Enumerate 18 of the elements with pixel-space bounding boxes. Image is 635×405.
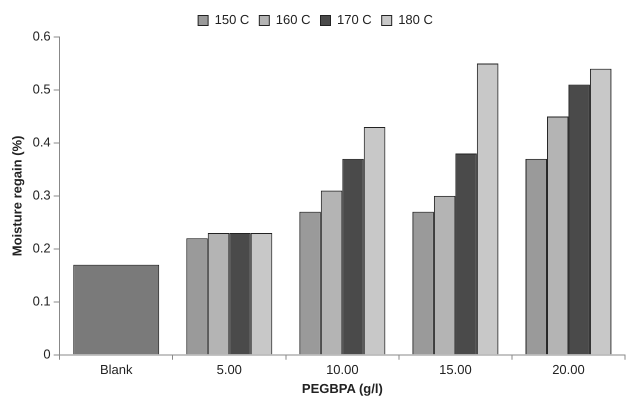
y-tick-label: 0.4 bbox=[32, 134, 51, 150]
y-axis-title: Moisture regain (%) bbox=[9, 136, 24, 256]
legend-label: 150 C bbox=[214, 12, 250, 28]
y-tick-label: 0.2 bbox=[32, 240, 51, 256]
y-tick-label: 0.5 bbox=[32, 82, 51, 97]
x-axis-title: PEGBPA (g/l) bbox=[302, 380, 383, 396]
legend-label: 160 C bbox=[276, 12, 311, 28]
x-tick-label: 20.00 bbox=[552, 362, 585, 378]
y-tick-label: 0.3 bbox=[32, 187, 51, 202]
y-tick-label: 0.6 bbox=[32, 28, 51, 44]
x-tick-label: 15.00 bbox=[439, 362, 472, 378]
x-tick-label: Blank bbox=[100, 362, 133, 378]
legend-label: 170 C bbox=[337, 12, 372, 28]
x-tick-label: 5.00 bbox=[216, 362, 242, 378]
y-tick-label: 0 bbox=[43, 346, 51, 362]
y-tick-label: 0.1 bbox=[32, 293, 51, 308]
legend-label: 180 C bbox=[398, 12, 433, 28]
x-tick-label: 10.00 bbox=[326, 362, 359, 378]
